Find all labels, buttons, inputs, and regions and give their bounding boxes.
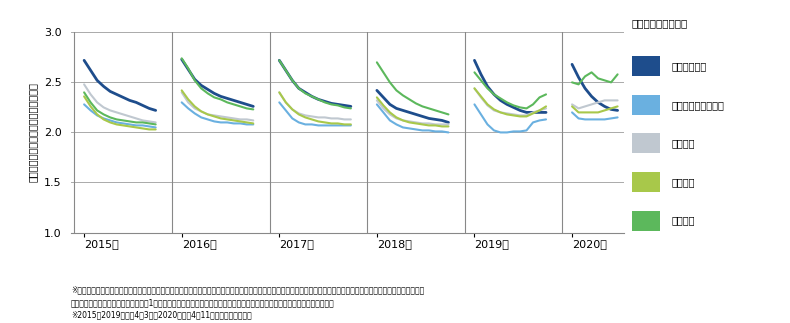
Text: ※「年度間比較」データに関しては、各年度のデータ数や利用企業の従業員規模の内訳などから年度間でデータの特性が大きく変化していないことをあらかじめ確認し、
新規導: ※「年度間比較」データに関しては、各年度のデータ数や利用企業の従業員規模の内訳な… <box>71 286 424 320</box>
FancyBboxPatch shape <box>632 172 660 192</box>
Text: 成果へのチャレンジ: 成果へのチャレンジ <box>672 100 724 110</box>
Text: 自己研鑽: 自己研鑽 <box>672 177 695 187</box>
Text: 成長実感: 成長実感 <box>672 139 695 149</box>
FancyBboxPatch shape <box>632 56 660 76</box>
FancyBboxPatch shape <box>632 211 660 231</box>
Text: 仕事への意欲: 仕事への意欲 <box>672 61 707 71</box>
Y-axis label: 各尺度に関するモチベーションの高さ: 各尺度に関するモチベーションの高さ <box>28 82 38 182</box>
FancyBboxPatch shape <box>632 95 660 115</box>
Text: モチベーション尺度: モチベーション尺度 <box>632 18 688 28</box>
Text: 将来展望: 将来展望 <box>672 215 695 225</box>
FancyBboxPatch shape <box>632 133 660 153</box>
